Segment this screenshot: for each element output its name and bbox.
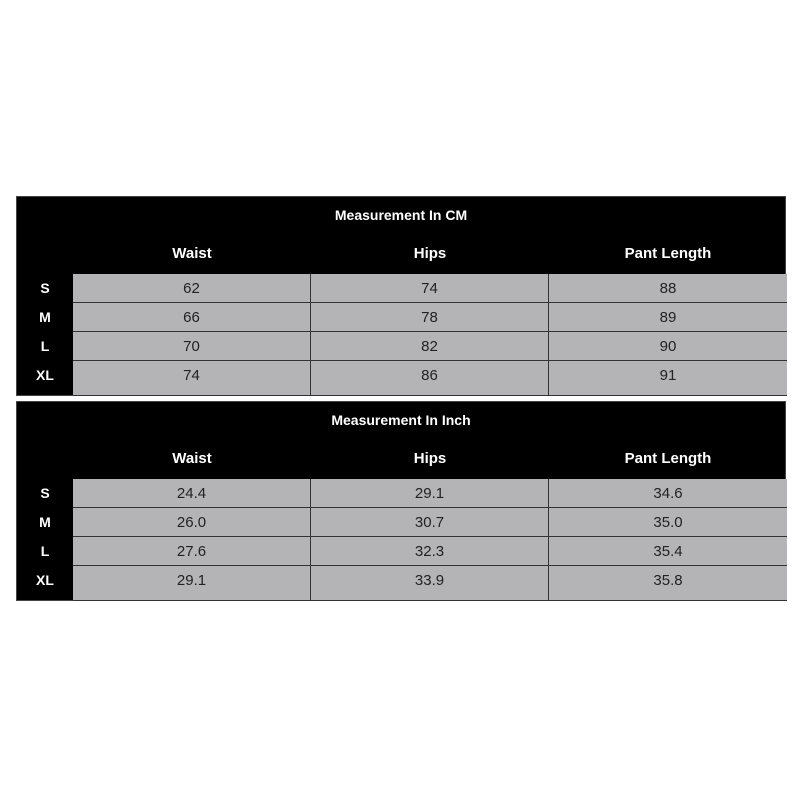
table-cell: 30.7 <box>311 508 549 537</box>
table-cell: 24.4 <box>73 479 311 508</box>
size-table-inch: Measurement In Inch Waist Hips Pant Length S… <box>16 401 787 601</box>
table-cell: 74 <box>311 274 549 303</box>
column-header: Pant Length <box>624 245 712 262</box>
column-header: Hips <box>413 450 447 467</box>
table-cell: 27.6 <box>73 537 311 566</box>
column-header: Waist <box>172 245 212 262</box>
table-cell: 35.4 <box>549 537 787 566</box>
table-cell: 70 <box>73 332 311 361</box>
table-cell: 82 <box>311 332 549 361</box>
table-cell: 90 <box>549 332 787 361</box>
size-label: L <box>40 338 50 354</box>
table-cell: 35.8 <box>549 566 787 601</box>
table-cell: 35.0 <box>549 508 787 537</box>
table-title: Measurement In Inch <box>331 412 471 428</box>
table-cell: 29.1 <box>311 479 549 508</box>
size-label: M <box>39 309 51 325</box>
column-header: Pant Length <box>624 450 712 467</box>
table-cell: 29.1 <box>73 566 311 601</box>
column-header: Hips <box>413 245 447 262</box>
size-label: M <box>39 514 51 530</box>
table-cell: 34.6 <box>549 479 787 508</box>
table-cell: 26.0 <box>73 508 311 537</box>
table-cell: 91 <box>549 361 787 396</box>
size-label: XL <box>36 572 54 588</box>
table-cell: 78 <box>311 303 549 332</box>
column-header: Waist <box>172 450 212 467</box>
table-cell: 62 <box>73 274 311 303</box>
table-title: Measurement In CM <box>334 207 468 223</box>
table-cell: 86 <box>311 361 549 396</box>
table-cell: 33.9 <box>311 566 549 601</box>
size-label: XL <box>36 367 54 383</box>
size-table-cm: Measurement In CM Waist Hips Pant Length S 62… <box>16 196 787 396</box>
table-cell: 66 <box>73 303 311 332</box>
table-cell: 88 <box>549 274 787 303</box>
table-cell: 89 <box>549 303 787 332</box>
size-label: S <box>40 280 50 296</box>
size-label: S <box>40 485 50 501</box>
size-label: L <box>40 543 50 559</box>
table-cell: 32.3 <box>311 537 549 566</box>
table-cell: 74 <box>73 361 311 396</box>
